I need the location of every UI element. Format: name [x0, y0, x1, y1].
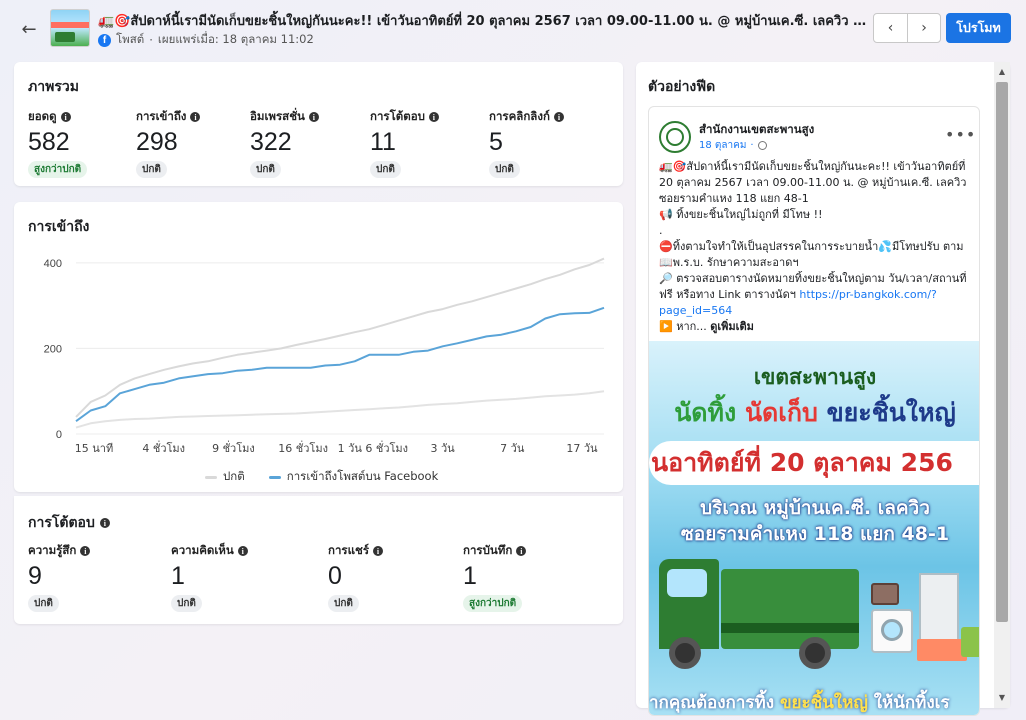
metric-engagement: การโต้ตอบ i 11 ปกติ [370, 108, 439, 178]
info-icon[interactable]: i [80, 546, 91, 556]
engagement-title: การโต้ตอบ i [28, 512, 110, 534]
metric-value: 9 [28, 562, 42, 590]
globe-icon [757, 141, 767, 150]
y-tick-label: 400 [44, 258, 62, 270]
post-type: โพสต์ [116, 32, 145, 46]
overview-title: ภาพรวม [28, 79, 79, 95]
chart-legend: ปกติ การเข้าถึงโพสต์บน Facebook [205, 468, 438, 486]
scroll-up-arrow-icon[interactable]: ▲ [998, 66, 1006, 76]
metric-value: 298 [136, 128, 178, 156]
legend-swatch-normal [205, 475, 217, 479]
x-tick-label: 15 นาที [75, 442, 113, 455]
metric-value: 1 [171, 562, 185, 590]
post-body-text: 🚛🎯สัปดาห์นี้เรามีนัดเก็บขยะชิ้นใหญ่กันนะ… [659, 160, 967, 333]
info-icon[interactable]: i [373, 546, 383, 556]
feed-post: สำนักงานเขตสะพานสูง 18 ตุลาคม · ••• 🚛🎯สัป… [648, 106, 980, 716]
x-tick-label: 4 ชั่วโมง [142, 440, 185, 455]
metric-impressions: อิมเพรสชั่น i 322 ปกติ [250, 108, 319, 178]
tv-illustration [871, 583, 899, 605]
post-thumbnail[interactable] [50, 9, 90, 47]
post-link-cont[interactable]: page_id=564 [659, 304, 733, 317]
metric-link-clicks: การคลิกลิงก์ i 5 ปกติ [489, 108, 564, 178]
series-line-facebook-reach[interactable] [75, 306, 605, 423]
engagement-card: การโต้ตอบ i ความรู้สึก i 9 ปกติ ความคิดเห… [14, 496, 623, 624]
washer-illustration [871, 609, 913, 653]
metric-value: 11 [370, 128, 396, 156]
reach-card: การเข้าถึง [14, 202, 623, 492]
info-icon[interactable]: i [308, 112, 319, 122]
post-navigation: ‹ › [873, 13, 941, 43]
x-tick-label: 17 วัน [566, 442, 598, 455]
metric-reach: การเข้าถึง i 298 ปกติ [136, 108, 201, 178]
post-header: ← 🚛🎯สัปดาห์นี้เรามีนัดเก็บขยะชิ้นใหญ่กัน… [0, 0, 1026, 58]
post-title: 🚛🎯สัปดาห์นี้เรามีนัดเก็บขยะชิ้นใหญ่กันนะ… [98, 14, 868, 29]
promote-button[interactable]: โปรโมท [946, 13, 1011, 43]
series-line-normal-lower[interactable] [75, 390, 605, 429]
metric-shares: การแชร์ i 0 ปกติ [328, 542, 383, 612]
info-icon[interactable]: i [516, 546, 527, 556]
post-date: 18 ตุลาคม · [699, 138, 767, 153]
metric-value: 322 [250, 128, 292, 156]
info-icon[interactable]: i [428, 112, 439, 122]
legend-facebook-reach[interactable]: การเข้าถึงโพสต์บน Facebook [268, 468, 438, 486]
y-tick-label: 0 [56, 429, 62, 441]
metric-value: 582 [28, 128, 70, 156]
x-tick-label: 3 วัน [430, 442, 455, 455]
metric-reactions: ความรู้สึก i 9 ปกติ [28, 542, 91, 612]
page-name[interactable]: สำนักงานเขตสะพานสูง [699, 122, 815, 136]
legend-swatch-fb [268, 475, 281, 479]
status-badge: สูงกว่าปกติ [463, 595, 523, 612]
post-link[interactable]: https://pr-bangkok.com/? [799, 288, 937, 301]
preview-scroll-thumb[interactable] [996, 82, 1008, 622]
facebook-icon: f [98, 33, 111, 47]
x-tick-label: 1 วัน 6 ชั่วโมง [338, 440, 408, 455]
page-avatar[interactable] [659, 121, 691, 153]
next-post-button[interactable]: › [906, 14, 940, 42]
x-tick-label: 16 ชั่วโมง [278, 440, 328, 455]
x-tick-label: 9 ชั่วโมง [212, 440, 255, 455]
reach-title: การเข้าถึง [28, 219, 90, 235]
previous-post-button[interactable]: ‹ [887, 20, 894, 36]
back-arrow-icon[interactable]: ← [21, 18, 37, 40]
metric-value: 0 [328, 562, 342, 590]
info-icon[interactable]: i [237, 546, 248, 556]
metric-saves: การบันทึก i 1 สูงกว่าปกติ [463, 542, 527, 612]
metric-value: 5 [489, 128, 503, 156]
scroll-down-arrow-icon[interactable]: ▼ [998, 692, 1006, 702]
published-time: เผยแพร่เมื่อ: 18 ตุลาคม 11:02 [157, 32, 314, 46]
info-icon[interactable]: i [553, 112, 564, 122]
status-badge: ปกติ [136, 161, 167, 178]
see-more-link[interactable]: ดูเพิ่มเติม [710, 320, 754, 333]
post-image[interactable]: เขตสะพานสูง นัดทิ้ง นัดเก็บ ขยะชิ้นใหญ่ … [649, 341, 979, 715]
info-icon[interactable]: i [190, 112, 201, 122]
metric-value: 1 [463, 562, 477, 590]
status-badge: ปกติ [28, 595, 59, 612]
legend-normal[interactable]: ปกติ [205, 468, 245, 486]
feed-preview-title: ตัวอย่างฟีด [648, 79, 716, 95]
metric-views: ยอดดู i 582 สูงกว่าปกติ [28, 108, 88, 178]
overview-card: ภาพรวม ยอดดู i 582 สูงกว่าปกติ การเข้าถึง… [14, 62, 623, 186]
status-badge: ปกติ [489, 161, 520, 178]
post-meta: f โพสต์ · เผยแพร่เมื่อ: 18 ตุลาคม 11:02 [98, 31, 314, 49]
cabinet-illustration [919, 573, 959, 643]
more-options-icon[interactable]: ••• [945, 125, 977, 144]
status-badge: ปกติ [171, 595, 202, 612]
series-line-normal-upper[interactable] [75, 257, 605, 418]
reach-line-chart: 0 200 400 15 นาที 4 ชั่วโมง 9 ชั่วโมง 16 ชั่วโ… [44, 257, 605, 455]
x-tick-label: 7 วัน [500, 442, 525, 455]
y-tick-label: 200 [44, 343, 62, 355]
info-icon[interactable]: i [60, 112, 71, 122]
info-icon[interactable]: i [99, 518, 110, 528]
status-badge: ปกติ [370, 161, 401, 178]
metric-comments: ความคิดเห็น i 1 ปกติ [171, 542, 248, 612]
status-badge: ปกติ [328, 595, 359, 612]
status-badge: สูงกว่าปกติ [28, 161, 88, 178]
status-badge: ปกติ [250, 161, 281, 178]
